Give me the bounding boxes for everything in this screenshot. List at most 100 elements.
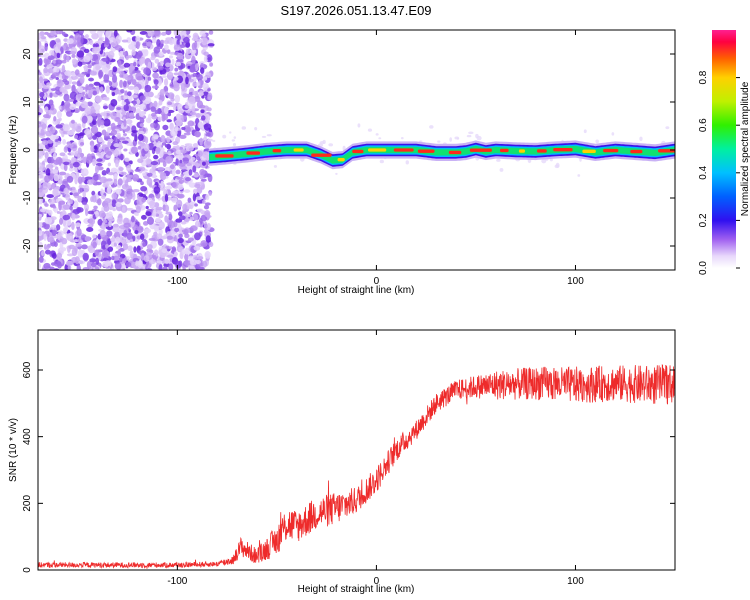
noise-speck	[175, 157, 179, 166]
noise-speck	[44, 43, 48, 52]
noise-speck	[185, 63, 192, 67]
ridge-peak-segment	[215, 154, 234, 158]
noise-speck	[143, 255, 150, 263]
noise-speck	[143, 143, 150, 152]
noise-speck	[141, 214, 147, 220]
noise-speck	[103, 118, 111, 127]
noise-speck	[59, 86, 67, 93]
noise-speck	[92, 119, 97, 126]
noise-speck	[164, 193, 169, 202]
noise-speck	[367, 128, 373, 132]
noise-speck	[62, 123, 71, 132]
noise-speck	[454, 136, 460, 140]
noise-speck	[51, 59, 57, 64]
noise-speck	[194, 203, 198, 207]
noise-speck	[198, 90, 204, 97]
noise-speck	[116, 112, 120, 117]
noise-speck	[81, 244, 88, 250]
noise-speck	[47, 55, 55, 61]
snr-x-tick-label: -100	[167, 576, 187, 587]
noise-speck	[161, 251, 166, 258]
noise-speck	[107, 140, 112, 148]
noise-speck	[93, 47, 100, 52]
noise-speck	[65, 260, 74, 266]
noise-speck	[56, 52, 61, 59]
noise-speck	[74, 33, 81, 41]
noise-speck	[78, 157, 82, 162]
noise-speck	[195, 113, 201, 118]
noise-speck	[76, 264, 81, 270]
noise-speck	[82, 201, 87, 206]
noise-speck	[156, 233, 163, 240]
noise-speck	[150, 106, 156, 112]
snr-x-axis-label: Height of straight line (km)	[298, 584, 415, 595]
noise-speck	[126, 232, 133, 241]
noise-speck	[121, 140, 129, 144]
noise-speck	[138, 193, 147, 197]
noise-speck	[83, 65, 89, 73]
noise-speck	[157, 238, 164, 246]
noise-speck	[153, 79, 159, 85]
noise-speck	[75, 171, 80, 179]
noise-speck	[47, 127, 51, 131]
noise-speck	[164, 143, 170, 148]
noise-speck	[192, 193, 197, 202]
noise-speck	[139, 117, 145, 124]
noise-speck	[84, 128, 92, 135]
noise-speck	[112, 66, 118, 73]
noise-speck	[182, 30, 187, 36]
noise-speck	[188, 169, 193, 176]
noise-speck	[113, 30, 118, 38]
noise-speck	[160, 135, 166, 143]
noise-speck	[105, 244, 109, 249]
snr-y-tick-label: 0	[22, 567, 33, 573]
noise-speck	[233, 136, 237, 139]
noise-speck	[128, 43, 134, 50]
noise-speck	[192, 81, 196, 87]
noise-speck	[153, 46, 161, 54]
noise-speck	[38, 76, 44, 84]
noise-speck	[161, 248, 168, 254]
noise-speck	[126, 30, 133, 33]
noise-speck	[204, 202, 211, 206]
noise-speck	[56, 79, 64, 88]
noise-speck	[112, 226, 120, 233]
noise-speck	[174, 67, 179, 72]
noise-speck	[189, 48, 197, 55]
noise-speck	[199, 174, 204, 180]
noise-speck	[116, 107, 122, 111]
noise-speck	[44, 246, 50, 250]
noise-speck	[126, 165, 132, 172]
noise-speck	[71, 221, 75, 231]
noise-speck	[191, 42, 196, 51]
noise-speck	[66, 38, 74, 45]
noise-speck	[92, 158, 96, 167]
noise-speck	[106, 151, 113, 156]
noise-speck	[79, 186, 84, 193]
noise-speck	[153, 123, 160, 131]
noise-speck	[107, 217, 115, 222]
noise-speck	[126, 207, 134, 211]
noise-speck	[129, 238, 134, 243]
noise-speck	[164, 204, 170, 213]
noise-speck	[117, 178, 123, 186]
noise-speck	[123, 148, 128, 152]
noise-speck	[254, 127, 258, 131]
noise-speck	[56, 211, 61, 214]
noise-speck	[72, 161, 80, 168]
noise-speck	[41, 123, 47, 129]
noise-speck	[180, 221, 187, 225]
noise-speck	[112, 223, 119, 228]
noise-speck	[189, 211, 193, 215]
noise-speck	[39, 208, 47, 213]
noise-speck	[66, 143, 74, 148]
noise-speck	[148, 258, 156, 265]
noise-speck	[150, 56, 156, 61]
noise-speck	[44, 216, 53, 225]
noise-speck	[39, 164, 46, 172]
noise-speck	[98, 60, 107, 69]
noise-speck	[194, 130, 201, 138]
noise-speck	[38, 120, 42, 128]
noise-speck	[194, 220, 201, 228]
noise-speck	[192, 72, 198, 77]
